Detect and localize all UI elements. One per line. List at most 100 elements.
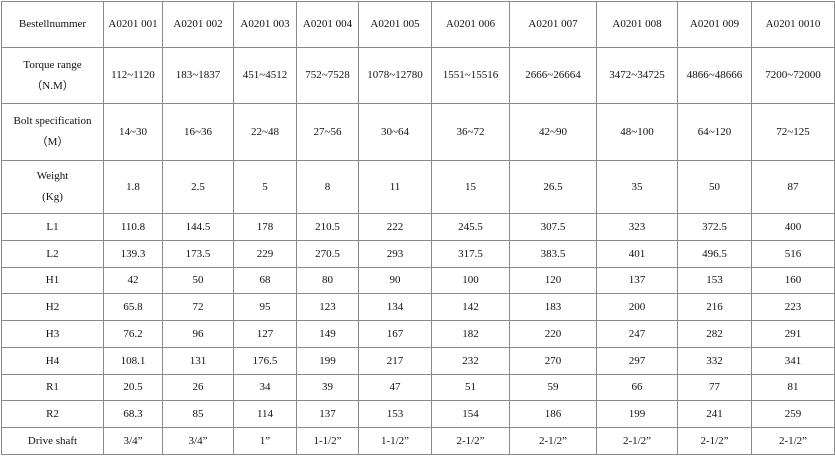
table-cell: 220: [509, 320, 597, 348]
table-cell: 1-1/2”: [296, 427, 359, 455]
table-cell: 68.3: [103, 400, 163, 428]
table-cell: 160: [751, 267, 835, 294]
column-header: A0201 002: [162, 1, 234, 48]
column-header: A0201 008: [596, 1, 678, 48]
table-cell: 516: [751, 240, 835, 268]
table-cell: 1551~15516: [431, 47, 510, 104]
table-cell: 34: [233, 374, 297, 401]
table-cell: 182: [431, 320, 510, 348]
table-cell: 77: [677, 374, 752, 401]
table-cell: 153: [677, 267, 752, 294]
table-cell: 50: [677, 160, 752, 214]
table-cell: 137: [296, 400, 359, 428]
table-cell: 341: [751, 347, 835, 375]
row-header: H4: [1, 347, 104, 375]
row-header: R2: [1, 400, 104, 428]
table-cell: 114: [233, 400, 297, 428]
table-cell: 241: [677, 400, 752, 428]
table-cell: 307.5: [509, 213, 597, 241]
table-cell: 139.3: [103, 240, 163, 268]
table-cell: 127: [233, 320, 297, 348]
table-row: H4 108.1 131 176.5 199 217 232 270 297 332 341: [1, 347, 835, 375]
table-cell: 752~7528: [296, 47, 359, 104]
table-cell: 245.5: [431, 213, 510, 241]
row-header: L2: [1, 240, 104, 268]
table-cell: 186: [509, 400, 597, 428]
column-header: A0201 006: [431, 1, 510, 48]
table-cell: 223: [751, 293, 835, 321]
table-cell: 123: [296, 293, 359, 321]
table-cell: 137: [596, 267, 678, 294]
table-cell: 72~125: [751, 103, 835, 161]
column-header: A0201 001: [103, 1, 163, 48]
table-cell: 270.5: [296, 240, 359, 268]
table-cell: 259: [751, 400, 835, 428]
table-cell: 144.5: [162, 213, 234, 241]
table-cell: 68: [233, 267, 297, 294]
table-cell: 42~90: [509, 103, 597, 161]
table-cell: 183~1837: [162, 47, 234, 104]
table-cell: 81: [751, 374, 835, 401]
table-cell: 167: [358, 320, 432, 348]
table-cell: 2-1/2”: [431, 427, 510, 455]
table-cell: 173.5: [162, 240, 234, 268]
table-cell: 1-1/2”: [358, 427, 432, 455]
table-cell: 154: [431, 400, 510, 428]
table-row: Torque range （N.M） 112~1120 183~1837 451~45…: [1, 47, 835, 104]
table-cell: 72: [162, 293, 234, 321]
table-cell: 222: [358, 213, 432, 241]
table-cell: 3472~34725: [596, 47, 678, 104]
table-row: Bestellnummer A0201 001 A0201 002 A0201 003…: [1, 1, 835, 48]
table-row: H1 42 50 68 80 90 100 120 137 153 160: [1, 267, 835, 294]
table-cell: 1078~12780: [358, 47, 432, 104]
table-row: R2 68.3 85 114 137 153 154 186 199 241 259: [1, 400, 835, 428]
table-cell: 100: [431, 267, 510, 294]
table-cell: 400: [751, 213, 835, 241]
table-cell: 85: [162, 400, 234, 428]
table-cell: 297: [596, 347, 678, 375]
table-cell: 30~64: [358, 103, 432, 161]
table-cell: 20.5: [103, 374, 163, 401]
table-cell: 1”: [233, 427, 297, 455]
table-row: L2 139.3 173.5 229 270.5 293 317.5 383.5 401 496.…: [1, 240, 835, 268]
table-cell: 76.2: [103, 320, 163, 348]
row-header: Drive shaft: [1, 427, 104, 455]
table-cell: 317.5: [431, 240, 510, 268]
table-cell: 282: [677, 320, 752, 348]
table-cell: 199: [296, 347, 359, 375]
table-cell: 323: [596, 213, 678, 241]
table-cell: 229: [233, 240, 297, 268]
table-row: Bolt specification （M） 14~30 16~36 22~48 27~…: [1, 103, 835, 161]
table-cell: 11: [358, 160, 432, 214]
table-cell: 291: [751, 320, 835, 348]
table-cell: 200: [596, 293, 678, 321]
table-cell: 35: [596, 160, 678, 214]
row-header: Bolt specification （M）: [1, 103, 104, 161]
table-cell: 131: [162, 347, 234, 375]
table-cell: 2.5: [162, 160, 234, 214]
table-cell: 16~36: [162, 103, 234, 161]
table-cell: 134: [358, 293, 432, 321]
column-header: A0201 004: [296, 1, 359, 48]
table-cell: 2-1/2”: [751, 427, 835, 455]
column-header: A0201 009: [677, 1, 752, 48]
table-cell: 27~56: [296, 103, 359, 161]
table-cell: 293: [358, 240, 432, 268]
row-header: H1: [1, 267, 104, 294]
column-header: A0201 007: [509, 1, 597, 48]
table-cell: 3/4”: [103, 427, 163, 455]
table-cell: 108.1: [103, 347, 163, 375]
table-cell: 142: [431, 293, 510, 321]
table-cell: 64~120: [677, 103, 752, 161]
table-cell: 26: [162, 374, 234, 401]
table-cell: 112~1120: [103, 47, 163, 104]
table-row: Weight (Kg) 1.8 2.5 5 8 11 15 26.5 35 50 87: [1, 160, 835, 214]
table-cell: 2666~26664: [509, 47, 597, 104]
table-row: Drive shaft 3/4” 3/4” 1” 1-1/2” 1-1/2” 2-1/2” 2…: [1, 427, 835, 455]
table-cell: 80: [296, 267, 359, 294]
table-cell: 51: [431, 374, 510, 401]
table-cell: 120: [509, 267, 597, 294]
table-cell: 176.5: [233, 347, 297, 375]
table-cell: 2-1/2”: [509, 427, 597, 455]
